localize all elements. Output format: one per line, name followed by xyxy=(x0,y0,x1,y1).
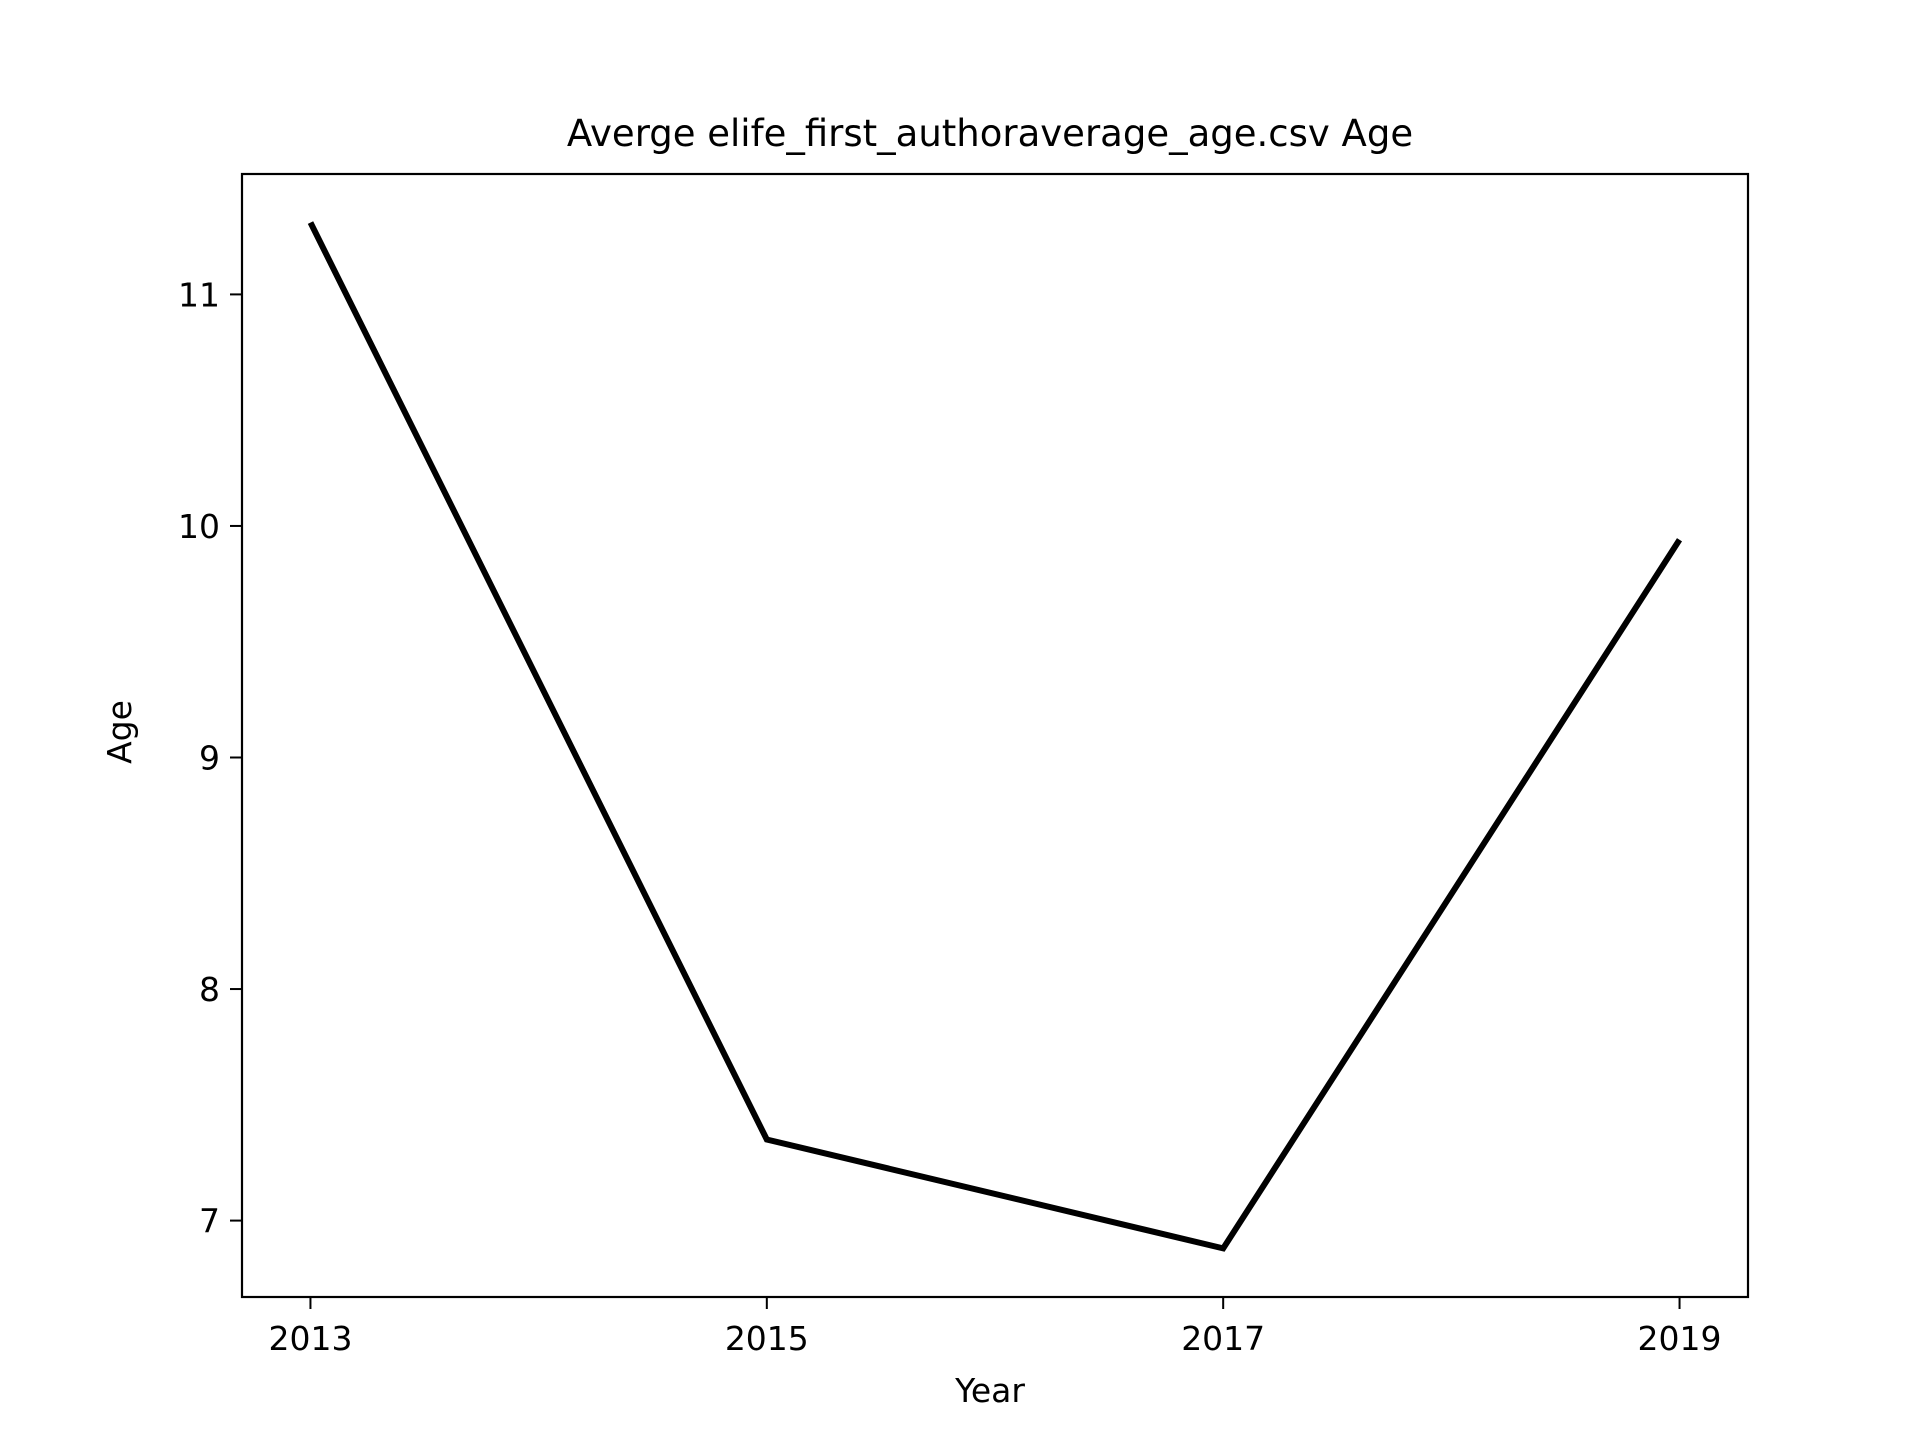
axis-ticks: 2013 2015 2017 2019 7 8 9 10 11 xyxy=(178,275,1722,1358)
x-tick-label: 2017 xyxy=(1181,1319,1265,1358)
series-line-0 xyxy=(307,221,1683,1252)
x-axis-label: Year xyxy=(954,1371,1025,1410)
y-tick-label: 7 xyxy=(199,1202,220,1241)
chart-title: Averge elife_first_authoraverage_age.csv… xyxy=(567,112,1413,155)
x-tick-label: 2013 xyxy=(268,1319,352,1358)
x-tick-label: 2019 xyxy=(1638,1319,1722,1358)
axes-frame xyxy=(240,172,1750,1299)
y-tick-label: 9 xyxy=(199,738,220,777)
y-tick-label: 11 xyxy=(178,275,220,314)
y-tick-label: 8 xyxy=(199,970,220,1009)
plot-area xyxy=(307,221,1683,1252)
y-axis-label: Age xyxy=(100,700,139,764)
x-tick-label: 2015 xyxy=(725,1319,809,1358)
y-tick-label: 10 xyxy=(178,507,220,546)
